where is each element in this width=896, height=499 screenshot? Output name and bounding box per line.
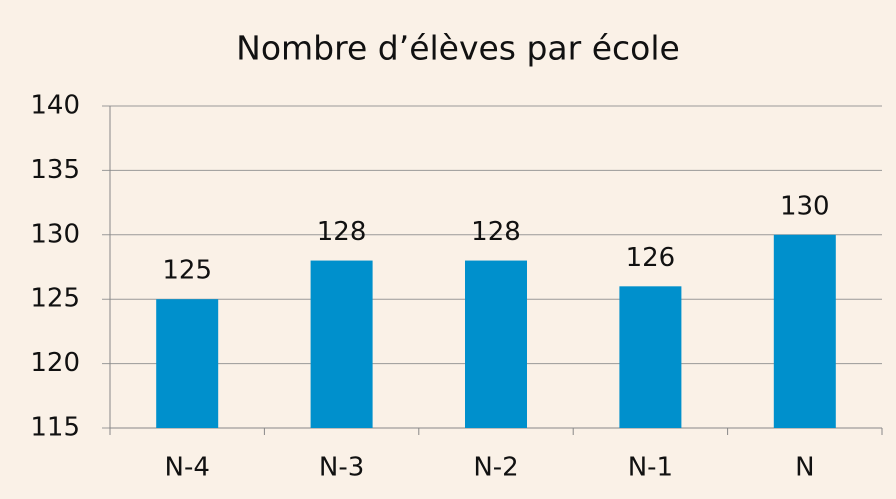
bar xyxy=(156,299,219,428)
y-tick-label: 115 xyxy=(30,413,80,443)
chart-title: Nombre d’élèves par école xyxy=(236,29,680,68)
bar xyxy=(773,234,836,428)
y-tick-label: 140 xyxy=(30,91,80,121)
bar xyxy=(310,260,373,428)
data-label: 128 xyxy=(317,217,367,247)
data-label: 130 xyxy=(780,191,830,221)
bar xyxy=(465,260,527,428)
y-tick-label: 135 xyxy=(30,155,80,185)
y-tick-label: 120 xyxy=(30,348,80,378)
x-tick-label: N-3 xyxy=(319,453,364,483)
y-tick-label: 125 xyxy=(30,284,80,314)
data-label: 125 xyxy=(162,256,212,286)
x-tick-label: N-2 xyxy=(473,453,518,483)
y-tick-label: 130 xyxy=(30,219,80,249)
x-tick-label: N-1 xyxy=(628,453,673,483)
x-tick-label: N xyxy=(795,453,814,483)
data-label: 126 xyxy=(626,243,676,273)
bar xyxy=(619,286,682,428)
data-label: 128 xyxy=(471,217,521,247)
x-tick-label: N-4 xyxy=(165,453,210,483)
